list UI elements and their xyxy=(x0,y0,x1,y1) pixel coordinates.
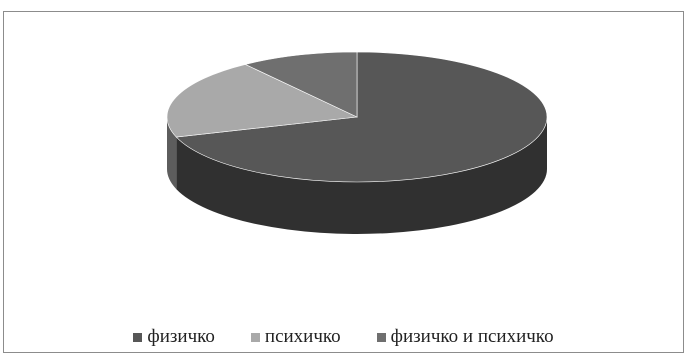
legend-swatch-physical xyxy=(133,332,143,342)
legend-item-mental: психичко xyxy=(250,326,341,348)
pie-top xyxy=(166,51,548,183)
legend-swatch-both xyxy=(376,332,386,342)
legend-swatch-mental xyxy=(250,332,260,342)
pie-slice-0 xyxy=(175,51,548,183)
pie-slice-side-1 xyxy=(167,117,177,190)
pie-slice-side-0 xyxy=(176,117,548,235)
chart-frame: физичко психичко физичко и психичко xyxy=(3,11,684,353)
legend-item-physical: физичко xyxy=(133,326,215,348)
legend-label-physical: физичко xyxy=(147,326,215,347)
legend-item-both: физичко и психичко xyxy=(376,326,554,348)
legend: физичко психичко физичко и психичко xyxy=(4,326,683,348)
pie-slice-1 xyxy=(166,64,359,138)
pie-side-walls xyxy=(167,117,548,235)
pie-chart xyxy=(166,51,548,235)
legend-label-both: физичко и психичко xyxy=(390,326,554,347)
pie-slice-2 xyxy=(244,51,358,118)
legend-label-mental: психичко xyxy=(264,326,341,347)
